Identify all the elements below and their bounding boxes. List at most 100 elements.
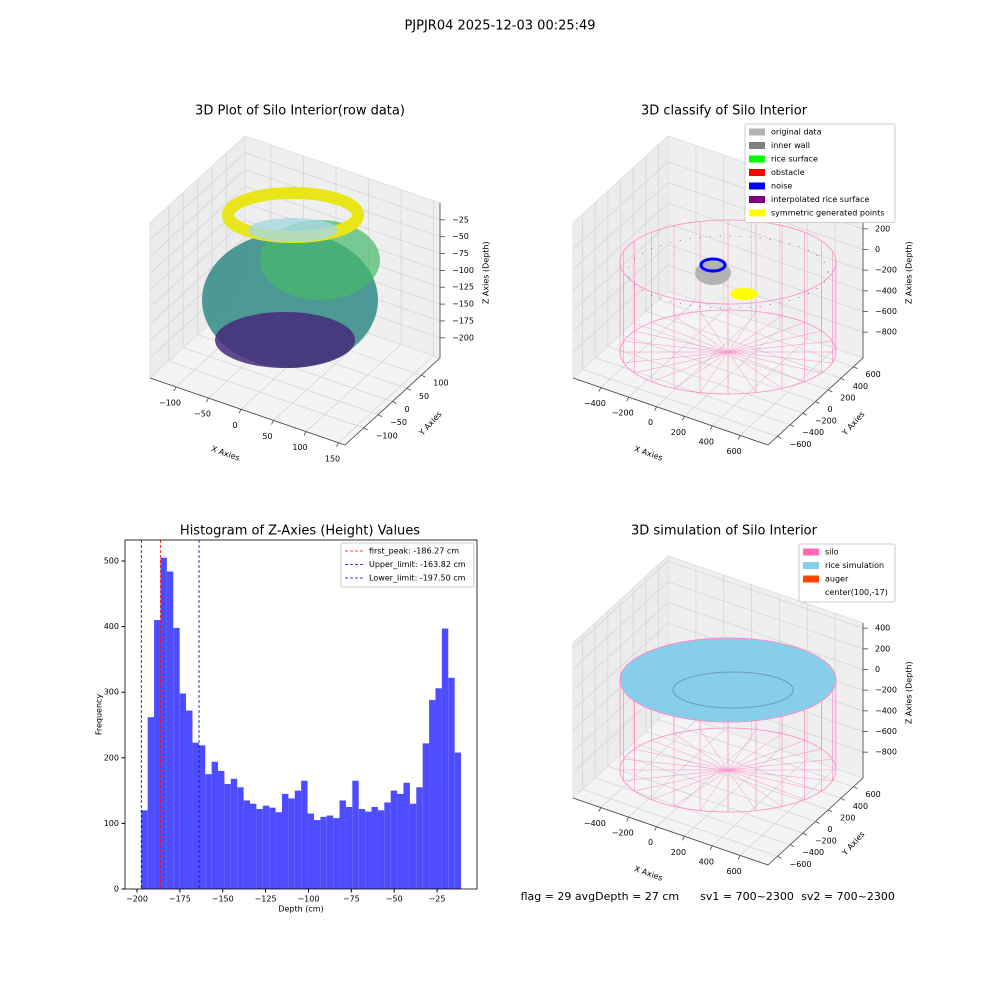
silo-wire [634, 351, 729, 374]
histogram-bar [154, 620, 161, 889]
tick-mark [802, 832, 808, 836]
z-tick-label: −600 [875, 307, 897, 316]
x-tick-label: 0 [232, 421, 237, 430]
histogram-bar [256, 808, 263, 889]
legend-label: rice surface [771, 155, 818, 164]
y-tick-label: 100 [104, 819, 119, 828]
y-tick-label: 0 [405, 405, 410, 414]
legend-swatch [749, 142, 765, 149]
y-tick-label: 600 [866, 370, 881, 379]
grid-line [595, 357, 791, 426]
histogram-bar [198, 745, 206, 889]
tick-mark [238, 409, 242, 414]
histogram-bar [435, 688, 442, 889]
tick-mark [406, 387, 412, 391]
histogram-bar [409, 803, 417, 889]
tick-mark [363, 427, 368, 431]
tick-mark [654, 826, 657, 831]
y-axis-label: Y Axies [840, 830, 867, 858]
tick-mark [598, 387, 602, 392]
x-tick-label: 600 [727, 867, 742, 876]
tick-mark [173, 386, 177, 392]
histogram-bar [320, 816, 327, 889]
y-tick-label: −200 [815, 417, 837, 426]
grid-line [582, 368, 778, 437]
silo-wire [727, 322, 805, 353]
legend-label: first_peak: -186.27 cm [369, 547, 459, 556]
footer-text: sv1 = 700~2300 [700, 890, 794, 903]
y-tick-label: −600 [790, 440, 812, 449]
tick-mark [853, 366, 858, 370]
chart-title: Histogram of Z-Axies (Height) Values [180, 524, 420, 539]
rice-surface [619, 637, 837, 723]
symmetric-points [730, 288, 758, 300]
legend-label: inner wall [771, 141, 810, 150]
histogram-bar [160, 557, 167, 889]
legend-box [744, 123, 896, 223]
histogram-bar [294, 790, 302, 889]
x-tick-label: 200 [671, 428, 686, 437]
y-tick-label: −400 [802, 848, 824, 857]
silo-wire [727, 351, 833, 364]
histogram-bar [422, 743, 430, 889]
grid-line [595, 777, 791, 846]
grid-line [572, 622, 669, 711]
silo-wire [699, 769, 729, 811]
histogram-bar [166, 571, 174, 889]
inner-wall [695, 261, 731, 285]
tick-mark [789, 424, 795, 428]
tick-mark [626, 816, 630, 822]
z-tick-label: −150 [452, 300, 474, 309]
histogram-bar [371, 806, 378, 889]
silo-wire [634, 330, 729, 353]
histogram-bar [448, 677, 455, 889]
tick-mark [336, 442, 339, 447]
grid-line [572, 244, 669, 332]
legend-label: noise [771, 182, 792, 191]
legend-swatch [803, 575, 819, 583]
silo-wire [651, 322, 729, 353]
footer-text: sv2 = 700~2300 [801, 890, 895, 903]
x-tick-label: 200 [671, 848, 686, 857]
legend-swatch [749, 196, 765, 203]
axis-line [767, 777, 864, 866]
silo-wire [727, 315, 783, 353]
silo-wire [727, 769, 757, 811]
y-tick-label: −600 [790, 860, 812, 869]
silo-wire [727, 769, 833, 782]
axis-line [344, 357, 441, 446]
silo-wire [727, 729, 757, 771]
tick-mark [853, 786, 858, 790]
tick-mark [271, 420, 274, 425]
grid-line [620, 334, 816, 402]
histogram-bar [352, 780, 359, 889]
footer-text: flag = 29 [521, 890, 572, 903]
grid-line [607, 345, 803, 414]
z-tick-label: −100 [452, 266, 474, 275]
grid-line [667, 602, 864, 670]
legend-label: rice simulation [825, 561, 884, 570]
grid-line [582, 788, 778, 857]
z-axis-label: Z Axies (Depth) [905, 661, 914, 724]
histogram-bar [377, 810, 385, 889]
x-tick-label: −400 [584, 819, 606, 828]
histogram-bar [192, 742, 199, 889]
grid-line [667, 202, 864, 271]
grid-line [572, 161, 669, 250]
histogram-bar [313, 820, 321, 889]
x-tick-label: −75 [343, 895, 360, 904]
footer-text: avgDepth = 27 cm [575, 890, 679, 903]
silo-wire [699, 729, 729, 771]
histogram-bar [224, 784, 231, 889]
grid-line [572, 264, 669, 353]
y-tick-label: 0 [828, 405, 833, 414]
histogram-bar [301, 780, 308, 889]
z-tick-label: −25 [452, 215, 469, 224]
histogram-bar [333, 818, 340, 889]
tick-mark [789, 844, 795, 848]
grid-line [149, 152, 246, 241]
grid-line [645, 730, 841, 799]
legend-label: auger [825, 575, 849, 584]
y-tick-label: −100 [376, 431, 398, 440]
x-tick-label: −150 [212, 895, 234, 904]
